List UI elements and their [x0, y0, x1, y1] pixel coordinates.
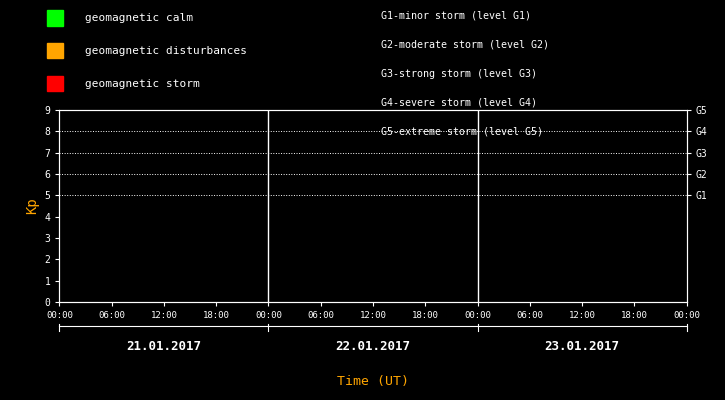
- Text: geomagnetic storm: geomagnetic storm: [85, 78, 199, 89]
- Y-axis label: Kp: Kp: [25, 198, 39, 214]
- Text: 22.01.2017: 22.01.2017: [336, 340, 410, 353]
- Text: G3-strong storm (level G3): G3-strong storm (level G3): [381, 69, 536, 78]
- Text: 23.01.2017: 23.01.2017: [544, 340, 620, 353]
- Text: G5-extreme storm (level G5): G5-extreme storm (level G5): [381, 126, 542, 136]
- Text: G2-moderate storm (level G2): G2-moderate storm (level G2): [381, 40, 549, 50]
- Text: geomagnetic disturbances: geomagnetic disturbances: [85, 46, 246, 56]
- Text: G1-minor storm (level G1): G1-minor storm (level G1): [381, 11, 531, 21]
- Text: geomagnetic calm: geomagnetic calm: [85, 13, 193, 23]
- Text: Time (UT): Time (UT): [337, 376, 409, 388]
- Text: G4-severe storm (level G4): G4-severe storm (level G4): [381, 97, 536, 107]
- Text: 21.01.2017: 21.01.2017: [126, 340, 202, 353]
